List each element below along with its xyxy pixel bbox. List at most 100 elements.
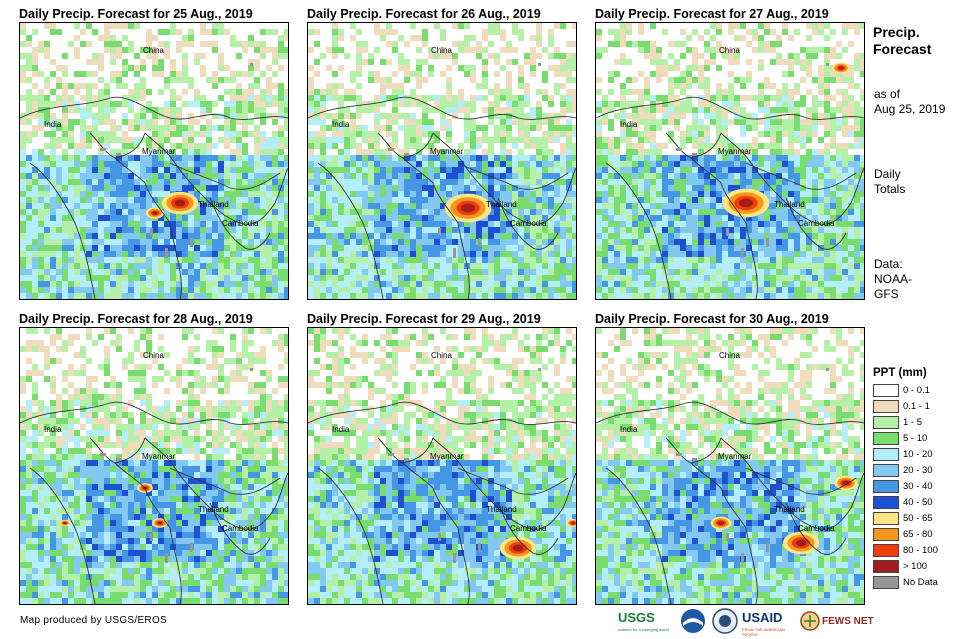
legend-swatch — [873, 399, 899, 413]
country-label-india: India — [332, 120, 350, 129]
forecast-panel: Daily Precip. Forecast for 29 Aug., 2019… — [307, 311, 577, 605]
country-label-myanmar: Myanmar — [718, 452, 752, 461]
legend-label: 5 - 10 — [903, 432, 928, 444]
precip-map: China India Myanmar Thailand Cambodia — [595, 327, 865, 605]
legend-title: PPT (mm) — [873, 367, 927, 379]
map-credit: Map produced by USGS/EROS — [20, 615, 168, 626]
legend-label: 10 - 20 — [903, 448, 933, 460]
panel-title: Daily Precip. Forecast for 26 Aug., 2019 — [307, 7, 541, 21]
country-label-china: China — [143, 46, 164, 55]
legend-item: 30 - 40 — [873, 478, 965, 494]
country-label-myanmar: Myanmar — [718, 147, 752, 156]
forecast-panel: Daily Precip. Forecast for 28 Aug., 2019… — [19, 311, 289, 605]
legend-label: 80 - 100 — [903, 544, 938, 556]
precip-raster — [308, 23, 576, 299]
country-label-india: India — [332, 425, 350, 434]
country-label-myanmar: Myanmar — [142, 147, 176, 156]
country-label-cambodia: Cambodia — [510, 219, 547, 228]
legend-swatch — [873, 511, 899, 525]
dhs-seal-icon — [712, 608, 738, 634]
legend-label: > 100 — [903, 560, 928, 572]
usgs-caption: science for a changing world — [618, 627, 669, 632]
panel-title: Daily Precip. Forecast for 27 Aug., 2019 — [595, 7, 829, 21]
heading-line-1: Precip. — [873, 24, 920, 40]
legend-item: > 100 — [873, 558, 965, 574]
legend-item: 5 - 10 — [873, 430, 965, 446]
legend-swatch — [873, 495, 899, 509]
precip-legend: PPT (mm) 0 - 0.1 0.1 - 1 1 - 5 5 - 10 10 - 2… — [873, 367, 965, 590]
country-label-china: China — [719, 46, 740, 55]
country-label-myanmar: Myanmar — [430, 147, 464, 156]
precip-map: China India Myanmar Thailand Cambodia — [595, 22, 865, 300]
legend-swatch — [873, 479, 899, 493]
precip-map: China India Myanmar Thailand Cambodia — [19, 22, 289, 300]
country-label-india: India — [44, 425, 62, 434]
legend-label: 0.1 - 1 — [903, 400, 930, 412]
legend-item: 10 - 20 — [873, 446, 965, 462]
panel-title: Daily Precip. Forecast for 28 Aug., 2019 — [19, 312, 253, 326]
country-label-cambodia: Cambodia — [510, 524, 547, 533]
country-label-india: India — [620, 120, 638, 129]
legend-label: 30 - 40 — [903, 480, 933, 492]
usaid-logo: USAID FROM THE AMERICAN PEOPLE — [742, 608, 798, 637]
panel-title: Daily Precip. Forecast for 25 Aug., 2019 — [19, 7, 253, 21]
legend-swatch — [873, 543, 899, 557]
precip-raster — [20, 328, 288, 604]
country-label-cambodia: Cambodia — [222, 524, 259, 533]
forecast-panel: Daily Precip. Forecast for 25 Aug., 2019… — [19, 6, 289, 300]
usaid-wordmark: USAID — [742, 610, 783, 625]
legend-item: 40 - 50 — [873, 494, 965, 510]
country-label-myanmar: Myanmar — [142, 452, 176, 461]
legend-label: 40 - 50 — [903, 496, 933, 508]
country-label-thailand: Thailand — [198, 200, 229, 209]
legend-label: 65 - 80 — [903, 528, 933, 540]
legend-label: 20 - 30 — [903, 464, 933, 476]
data-line-1: Data: — [874, 257, 903, 271]
data-source: Data: NOAA- GFS — [874, 257, 912, 302]
legend-item: 0.1 - 1 — [873, 398, 965, 414]
country-label-china: China — [719, 351, 740, 360]
precip-raster — [308, 328, 576, 604]
legend-item: 65 - 80 — [873, 526, 965, 542]
country-label-cambodia: Cambodia — [798, 524, 835, 533]
legend-label: No Data — [903, 576, 938, 588]
legend-item: 50 - 65 — [873, 510, 965, 526]
precip-map: China India Myanmar Thailand Cambodia — [307, 22, 577, 300]
precip-raster — [20, 23, 288, 299]
legend-swatch — [873, 431, 899, 445]
panel-title: Daily Precip. Forecast for 29 Aug., 2019 — [307, 312, 541, 326]
country-label-cambodia: Cambodia — [798, 219, 835, 228]
usaid-caption: FROM THE AMERICAN PEOPLE — [742, 627, 785, 637]
totals-note: Daily Totals — [874, 167, 905, 197]
usgs-wordmark: USGS — [618, 610, 655, 625]
forecast-panel: Daily Precip. Forecast for 30 Aug., 2019… — [595, 311, 865, 605]
legend-item: 80 - 100 — [873, 542, 965, 558]
precip-raster — [596, 23, 864, 299]
legend-swatch — [873, 415, 899, 429]
legend-swatch — [873, 383, 899, 397]
as-of-value: Aug 25, 2019 — [874, 102, 946, 116]
country-label-thailand: Thailand — [774, 505, 805, 514]
data-line-2: NOAA- — [874, 272, 913, 286]
country-label-china: China — [143, 351, 164, 360]
usgs-logo: USGS science for a changing world — [618, 608, 678, 634]
legend-swatch — [873, 559, 899, 573]
panel-title: Daily Precip. Forecast for 30 Aug., 2019 — [595, 312, 829, 326]
noaa-logo-icon — [681, 609, 705, 633]
data-line-3: GFS — [874, 287, 899, 301]
legend-swatch — [873, 447, 899, 461]
precip-map: China India Myanmar Thailand Cambodia — [307, 327, 577, 605]
legend-label: 1 - 5 — [903, 416, 923, 428]
country-label-thailand: Thailand — [486, 200, 517, 209]
forecast-panel: Daily Precip. Forecast for 26 Aug., 2019… — [307, 6, 577, 300]
as-of-date: as of Aug 25, 2019 — [874, 87, 945, 117]
country-label-thailand: Thailand — [198, 505, 229, 514]
country-label-india: India — [44, 120, 62, 129]
heading-line-2: Forecast — [873, 41, 932, 57]
legend-item: No Data — [873, 574, 965, 590]
totals-line-2: Totals — [874, 182, 906, 196]
legend-item: 1 - 5 — [873, 414, 965, 430]
precip-raster — [596, 328, 864, 604]
legend-heading: Precip. Forecast — [873, 24, 931, 58]
legend-swatch — [873, 527, 899, 541]
